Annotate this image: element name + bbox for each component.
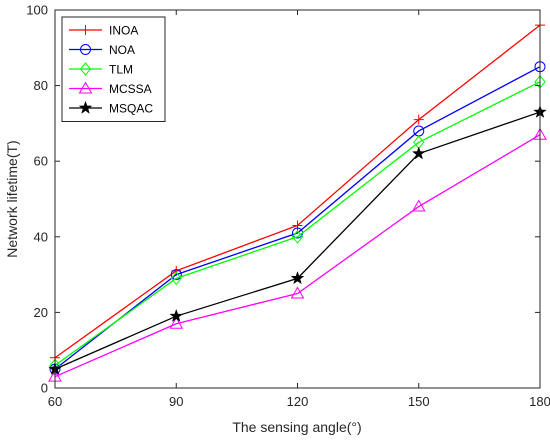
data-point-msqac bbox=[169, 308, 184, 323]
legend-marker-noa bbox=[80, 44, 91, 55]
data-point-inoa bbox=[413, 114, 424, 125]
data-point-msqac bbox=[290, 271, 305, 285]
series-mcssa bbox=[48, 127, 547, 382]
y-axis-label: Network lifetime(T) bbox=[4, 140, 20, 257]
data-point-inoa bbox=[292, 220, 303, 231]
data-point-msqac bbox=[411, 146, 426, 160]
x-tick-label: 180 bbox=[529, 394, 550, 409]
x-tick-label: 120 bbox=[287, 394, 309, 409]
legend-label-mcssa: MCSSA bbox=[109, 82, 152, 96]
legend-marker-tlm bbox=[79, 62, 92, 76]
legend-marker-inoa bbox=[80, 25, 91, 35]
x-tick-label: 150 bbox=[408, 394, 430, 409]
data-point-tlm bbox=[291, 230, 304, 244]
series-line-mcssa bbox=[54, 134, 541, 378]
axes-layer: 60 90 120 150 180 0 20 40 60 80 100 bbox=[26, 3, 550, 410]
legend-label-tlm: TLM bbox=[109, 63, 133, 77]
y-tick-label: 0 bbox=[41, 381, 48, 396]
data-point-tlm bbox=[170, 271, 182, 286]
legend-label-inoa: INOA bbox=[109, 24, 138, 38]
y-tick-label: 20 bbox=[34, 305, 48, 320]
legend-marker-msqac bbox=[78, 100, 93, 114]
legend-label-msqac: MSQAC bbox=[109, 102, 153, 116]
legend: INOA NOA TLM MCSSA MSQAC bbox=[61, 16, 166, 122]
data-point-mcssa bbox=[290, 286, 305, 299]
legend-label-noa: NOA bbox=[109, 43, 135, 57]
x-tick-label: 90 bbox=[169, 394, 183, 409]
x-axis-label: The sensing angle(°) bbox=[232, 419, 361, 435]
y-tick-label: 80 bbox=[34, 78, 48, 93]
y-tick-label: 40 bbox=[34, 229, 48, 244]
data-point-mcssa bbox=[411, 199, 426, 212]
x-tick-label: 60 bbox=[48, 394, 62, 409]
data-point-noa bbox=[170, 269, 182, 281]
data-point-mcssa bbox=[169, 316, 184, 329]
y-tick-label: 60 bbox=[34, 154, 48, 169]
series-line-noa bbox=[54, 66, 541, 370]
series-line-tlm bbox=[54, 81, 541, 366]
y-tick-label: 100 bbox=[26, 3, 48, 18]
legend-marker-mcssa bbox=[78, 81, 93, 94]
